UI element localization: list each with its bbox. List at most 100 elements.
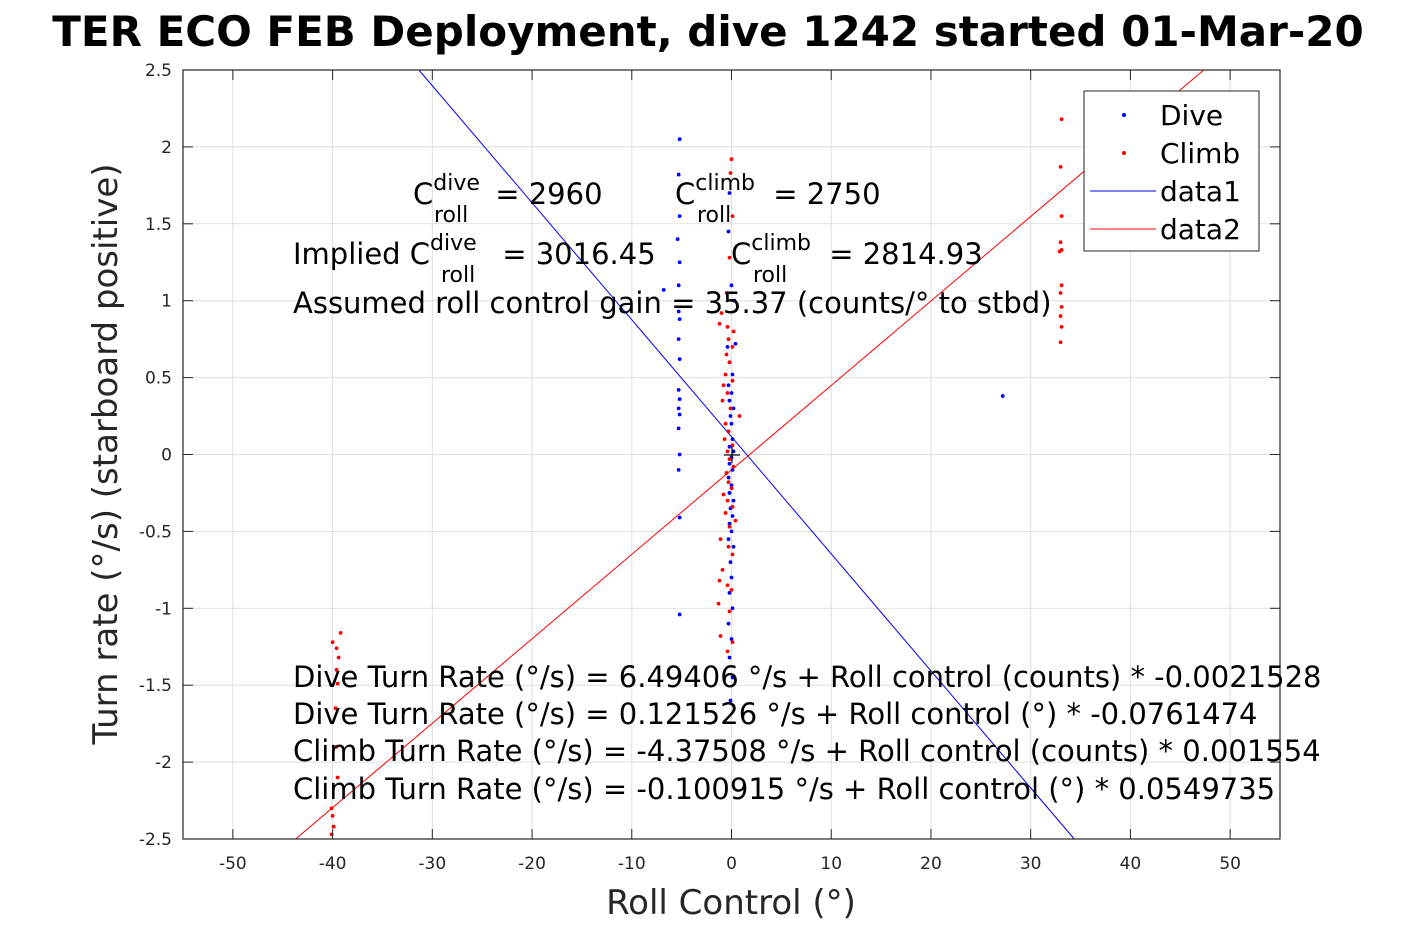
climb-point: [721, 383, 726, 388]
dive-point: [727, 591, 732, 595]
climb-point: [1059, 117, 1064, 122]
climb-point: [330, 640, 335, 645]
climb-point: [719, 311, 724, 315]
climb-point: [727, 609, 732, 614]
legend-label-dive: Dive: [1160, 99, 1223, 132]
climb-point: [717, 578, 722, 583]
dive-point: [661, 288, 666, 292]
climb-point: [730, 378, 735, 383]
dive-point: [727, 491, 732, 495]
dive-point: [731, 498, 736, 503]
climb-point: [335, 775, 340, 780]
climb-point: [716, 601, 721, 606]
climb-point: [1058, 340, 1063, 345]
x-tick-label: -10: [618, 854, 646, 874]
climb-point: [727, 255, 732, 260]
y-axis-label: Turn rate (°/s) (starboard positive): [86, 163, 126, 745]
y-tick-label: -1.5: [139, 676, 172, 696]
y-tick-label: 1: [161, 292, 172, 312]
dive-point: [676, 172, 681, 177]
dive-point: [676, 467, 681, 472]
climb-point: [730, 214, 735, 219]
legend-marker-dive: [1122, 113, 1126, 117]
climb-point: [1058, 240, 1063, 245]
dive-point: [675, 237, 680, 242]
climb-point: [718, 634, 723, 638]
climb-point: [724, 471, 729, 475]
climb-point: [723, 372, 728, 377]
climb-point: [336, 655, 341, 660]
dive-point: [729, 637, 734, 641]
climb-point: [726, 544, 731, 549]
y-tick-label: 1.5: [145, 215, 172, 235]
climb-point: [722, 437, 727, 442]
climb-point: [726, 480, 731, 485]
x-tick-label: 40: [1120, 854, 1142, 874]
fit-equation-2: Dive Turn Rate (°/s) = 0.121526 °/s + Ro…: [293, 697, 1258, 731]
dive-point: [730, 437, 735, 442]
dive-point: [730, 372, 735, 377]
climb-point: [729, 587, 734, 592]
climb-point: [728, 171, 733, 175]
fit-line-data1: [418, 69, 1075, 840]
dive-point: [727, 655, 732, 660]
implied-c-roll-dive-annotation: Implied Cdive roll = 3016.45: [293, 231, 656, 288]
fit-equation-3: Climb Turn Rate (°/s) = -4.37508 °/s + R…: [293, 734, 1321, 768]
legend-box: [1083, 90, 1260, 252]
climb-point: [727, 457, 732, 462]
climb-point: [330, 814, 335, 818]
climb-point: [725, 324, 730, 329]
dive-point: [729, 575, 734, 580]
dive-point: [731, 544, 736, 549]
origin-cross: [724, 447, 740, 463]
dive-point: [727, 398, 732, 403]
legend-label-data1: data1: [1160, 175, 1241, 208]
dive-point: [677, 515, 682, 520]
climb-point: [726, 429, 731, 434]
climb-point: [737, 414, 742, 418]
dive-point: [677, 452, 682, 457]
fit-lines: [295, 69, 1205, 840]
x-axis-label: Roll Control (°): [606, 883, 856, 923]
tick-labels: -50 -40 -30 -20 -10 0 10 20 30 40 50-2.5-2-1.5-1-0…: [139, 61, 1280, 874]
dive-point: [728, 414, 733, 418]
legend-label-climb: Climb: [1160, 137, 1240, 170]
climb-point: [727, 360, 732, 365]
y-tick-label: 2.5: [145, 61, 172, 81]
dive-point: [730, 467, 735, 472]
dive-point: [731, 406, 736, 411]
climb-point: [731, 464, 736, 469]
climb-point: [1059, 214, 1064, 219]
chart-title: TER ECO FEB Deployment, dive 1242 starte…: [52, 7, 1363, 56]
dive-point: [728, 560, 733, 565]
fit-equation-1: Dive Turn Rate (°/s) = 6.49406 °/s + Rol…: [293, 660, 1321, 694]
y-tick-label: -2: [155, 753, 172, 773]
dive-point: [726, 475, 731, 480]
climb-point: [1059, 283, 1064, 288]
climb-point: [725, 391, 730, 395]
climb-point: [730, 552, 735, 557]
legend-label-data2: data2: [1160, 213, 1241, 246]
c-roll-dive-annotation: Cdive roll = 2960: [413, 171, 603, 228]
dive-point: [730, 606, 735, 611]
climb-point: [1059, 304, 1064, 309]
dive-point: [726, 621, 731, 626]
climb-point: [725, 498, 730, 503]
dive-point: [677, 412, 682, 417]
climb-point: [1057, 249, 1062, 254]
dive-point: [727, 444, 732, 449]
dive-point: [730, 514, 735, 518]
y-tick-label: 0.5: [145, 369, 172, 389]
climb-point: [730, 344, 735, 349]
climb-point: [1058, 291, 1063, 295]
y-tick-label: -0.5: [139, 522, 172, 542]
dive-point: [725, 344, 730, 349]
x-tick-label: 10: [820, 854, 842, 874]
x-tick-label: -40: [319, 854, 347, 874]
climb-point: [723, 511, 728, 515]
data-points: [329, 117, 1064, 837]
dive-point: [726, 229, 731, 234]
dive-point: [676, 283, 681, 288]
dive-point: [677, 397, 682, 402]
